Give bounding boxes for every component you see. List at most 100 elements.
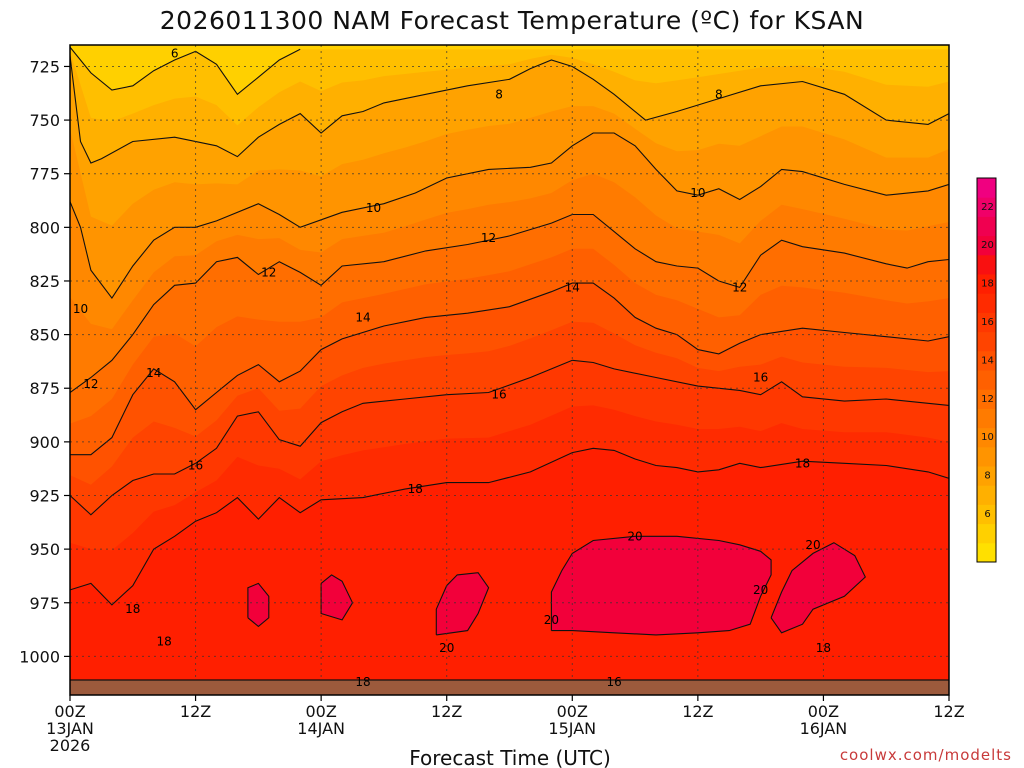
contour-label: 10 — [366, 201, 381, 215]
colorbar-swatch — [977, 293, 996, 313]
temperature-field — [70, 45, 949, 695]
x-tick-label: 2026 — [50, 736, 91, 755]
colorbar-swatch — [977, 485, 996, 505]
contour-label: 20 — [627, 529, 642, 543]
x-tick-label: 12Z — [180, 702, 211, 721]
credit-link[interactable]: coolwx.com/modelts — [840, 746, 1012, 764]
contour-label: 18 — [125, 602, 140, 616]
grid-lines — [70, 45, 949, 695]
colorbar-label: 16 — [981, 317, 994, 328]
y-tick-label: 850 — [29, 326, 60, 345]
colorbar-label: 14 — [981, 355, 994, 366]
colorbar-label: 18 — [981, 279, 994, 290]
contour-line — [70, 447, 949, 606]
colorbar-swatch — [977, 466, 996, 486]
y-tick-label: 875 — [29, 379, 60, 398]
plot-frame — [69, 44, 950, 696]
contour-label: 20 — [544, 613, 559, 627]
x-tick-label: 12Z — [431, 702, 462, 721]
contour-label: 12 — [261, 265, 276, 279]
contour-line — [70, 132, 949, 300]
contour-line — [70, 282, 949, 456]
contour-label: 20 — [439, 641, 454, 655]
contour-label: 18 — [355, 675, 370, 689]
contour-label: 16 — [607, 675, 622, 689]
colorbar-frame — [976, 177, 997, 563]
contour-line — [70, 55, 949, 164]
colorbar-swatch — [977, 350, 996, 371]
y-tick-label: 925 — [29, 486, 60, 505]
y-tick-label: 800 — [29, 218, 60, 237]
contour-label: 10 — [73, 302, 88, 316]
colorbar-swatch — [977, 235, 996, 256]
colorbar-label: 8 — [984, 471, 990, 482]
x-tick-label: 12Z — [682, 702, 713, 721]
x-tick-label: 00Z — [808, 702, 839, 721]
contour-label: 8 — [495, 87, 503, 101]
contour-label: 12 — [481, 231, 496, 245]
colorbar-label: 10 — [981, 432, 994, 443]
warm-core-fill — [436, 572, 489, 635]
contour-label: 20 — [805, 538, 820, 552]
contour-label: 16 — [188, 458, 203, 472]
colorbar-swatch — [977, 274, 996, 294]
y-tick-label: 975 — [29, 594, 60, 613]
colorbar-swatch — [977, 389, 996, 409]
colorbar-swatch — [977, 370, 996, 390]
contour-label: 12 — [732, 280, 747, 294]
colorbar-swatch — [977, 542, 996, 563]
x-tick-label: 00Z — [305, 702, 336, 721]
y-tick-label: 1000 — [19, 647, 60, 666]
warm-core-fill — [771, 542, 866, 633]
warm-core-fill — [247, 583, 269, 627]
contour-line — [435, 572, 490, 636]
colorbar-swatch — [977, 197, 996, 217]
colorbar-swatch — [977, 504, 996, 525]
surface-ground — [70, 679, 949, 695]
temperature-band — [70, 448, 949, 695]
colorbar-swatch — [977, 178, 996, 198]
contour-label: 14 — [355, 310, 370, 324]
y-tick-label: 950 — [29, 540, 60, 559]
contour-label: 12 — [83, 377, 98, 391]
x-axis-label: Forecast Time (UTC) — [409, 746, 611, 768]
ground-fill — [70, 679, 949, 695]
colorbar-legend: 6 8 10 12 14 16 18 20 22 — [976, 177, 997, 563]
contour-line — [550, 535, 772, 636]
contour-label: 16 — [491, 388, 506, 402]
colorbar-swatch — [977, 254, 996, 275]
y-axis: 725 750 775 800 825 850 875 900 925 950 975 1000 — [19, 57, 70, 666]
contour-label: 20 — [753, 583, 768, 597]
contour-line — [770, 542, 866, 634]
contour-label: 16 — [753, 371, 768, 385]
x-tick-label: 14JAN — [297, 719, 345, 738]
contour-line — [70, 213, 949, 393]
warm-core-fill — [321, 574, 353, 620]
y-tick-label: 775 — [29, 165, 60, 184]
y-tick-label: 750 — [29, 111, 60, 130]
x-tick-label: 00Z — [54, 702, 85, 721]
x-tick-label: 16JAN — [800, 719, 848, 738]
contour-label: 18 — [408, 482, 423, 496]
y-tick-label: 725 — [29, 57, 60, 76]
y-tick-label: 825 — [29, 272, 60, 291]
colorbar-label: 20 — [981, 240, 994, 251]
colorbar-label: 6 — [984, 509, 990, 520]
colorbar-swatch — [977, 312, 996, 333]
contour-label-group: 6 8 8 10 10 10 12 12 12 12 14 14 14 16 16 16 18 18 18 18 18 1… — [73, 47, 831, 690]
contour-line — [70, 46, 301, 96]
chart-title: 2026011300 NAM Forecast Temperature (ºC)… — [160, 6, 864, 35]
contour-label: 18 — [816, 641, 831, 655]
colorbar-swatch — [977, 523, 996, 544]
contour-label: 18 — [157, 634, 172, 648]
y-tick-label: 900 — [29, 433, 60, 452]
colorbar-swatch — [977, 408, 996, 429]
colorbar-label: 12 — [981, 394, 994, 405]
colorbar-swatch — [977, 216, 996, 237]
contour-label: 18 — [795, 456, 810, 470]
contour-label: 14 — [565, 280, 580, 294]
colorbar-swatch — [977, 446, 996, 467]
contour-label: 14 — [146, 366, 161, 380]
